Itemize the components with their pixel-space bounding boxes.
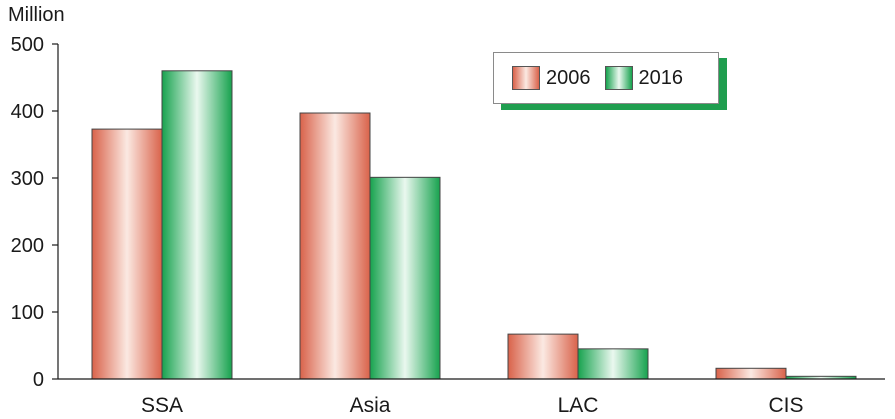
legend-swatch-2006 bbox=[512, 66, 540, 90]
x-tick-label: SSA bbox=[141, 394, 183, 417]
bars-layer bbox=[91, 70, 857, 380]
y-tick-label: 200 bbox=[11, 235, 44, 257]
y-tick-label: 400 bbox=[11, 101, 44, 123]
y-tick-label: 100 bbox=[11, 302, 44, 324]
bar-asia-2006 bbox=[299, 112, 371, 380]
axes-layer: 0 100 200 300 400 500 SSA Asia LAC CIS bbox=[11, 34, 885, 417]
legend-swatch-2016 bbox=[604, 66, 633, 90]
x-tick-label: Asia bbox=[350, 394, 391, 417]
bar-cis-2006 bbox=[715, 367, 787, 380]
y-tick-label: 0 bbox=[33, 369, 44, 391]
legend-item-2016: 2016 bbox=[604, 66, 684, 90]
legend-label-2016: 2016 bbox=[638, 66, 684, 89]
legend: 2006 2016 bbox=[493, 52, 719, 104]
bar-asia-2016 bbox=[369, 176, 441, 380]
y-tick-label: 300 bbox=[11, 168, 44, 190]
bar-ssa-2006 bbox=[91, 128, 163, 380]
legend-item-2006: 2006 bbox=[512, 66, 591, 90]
legend-label-2006: 2006 bbox=[546, 66, 591, 89]
bar-lac-2006 bbox=[507, 333, 579, 380]
x-tick-label: LAC bbox=[558, 394, 599, 417]
bar-ssa-2016 bbox=[161, 70, 233, 380]
bar-lac-2016 bbox=[577, 348, 649, 380]
x-tick-label: CIS bbox=[768, 394, 803, 417]
y-axis-label: Million bbox=[8, 4, 65, 26]
y-tick-label: 500 bbox=[11, 34, 44, 56]
